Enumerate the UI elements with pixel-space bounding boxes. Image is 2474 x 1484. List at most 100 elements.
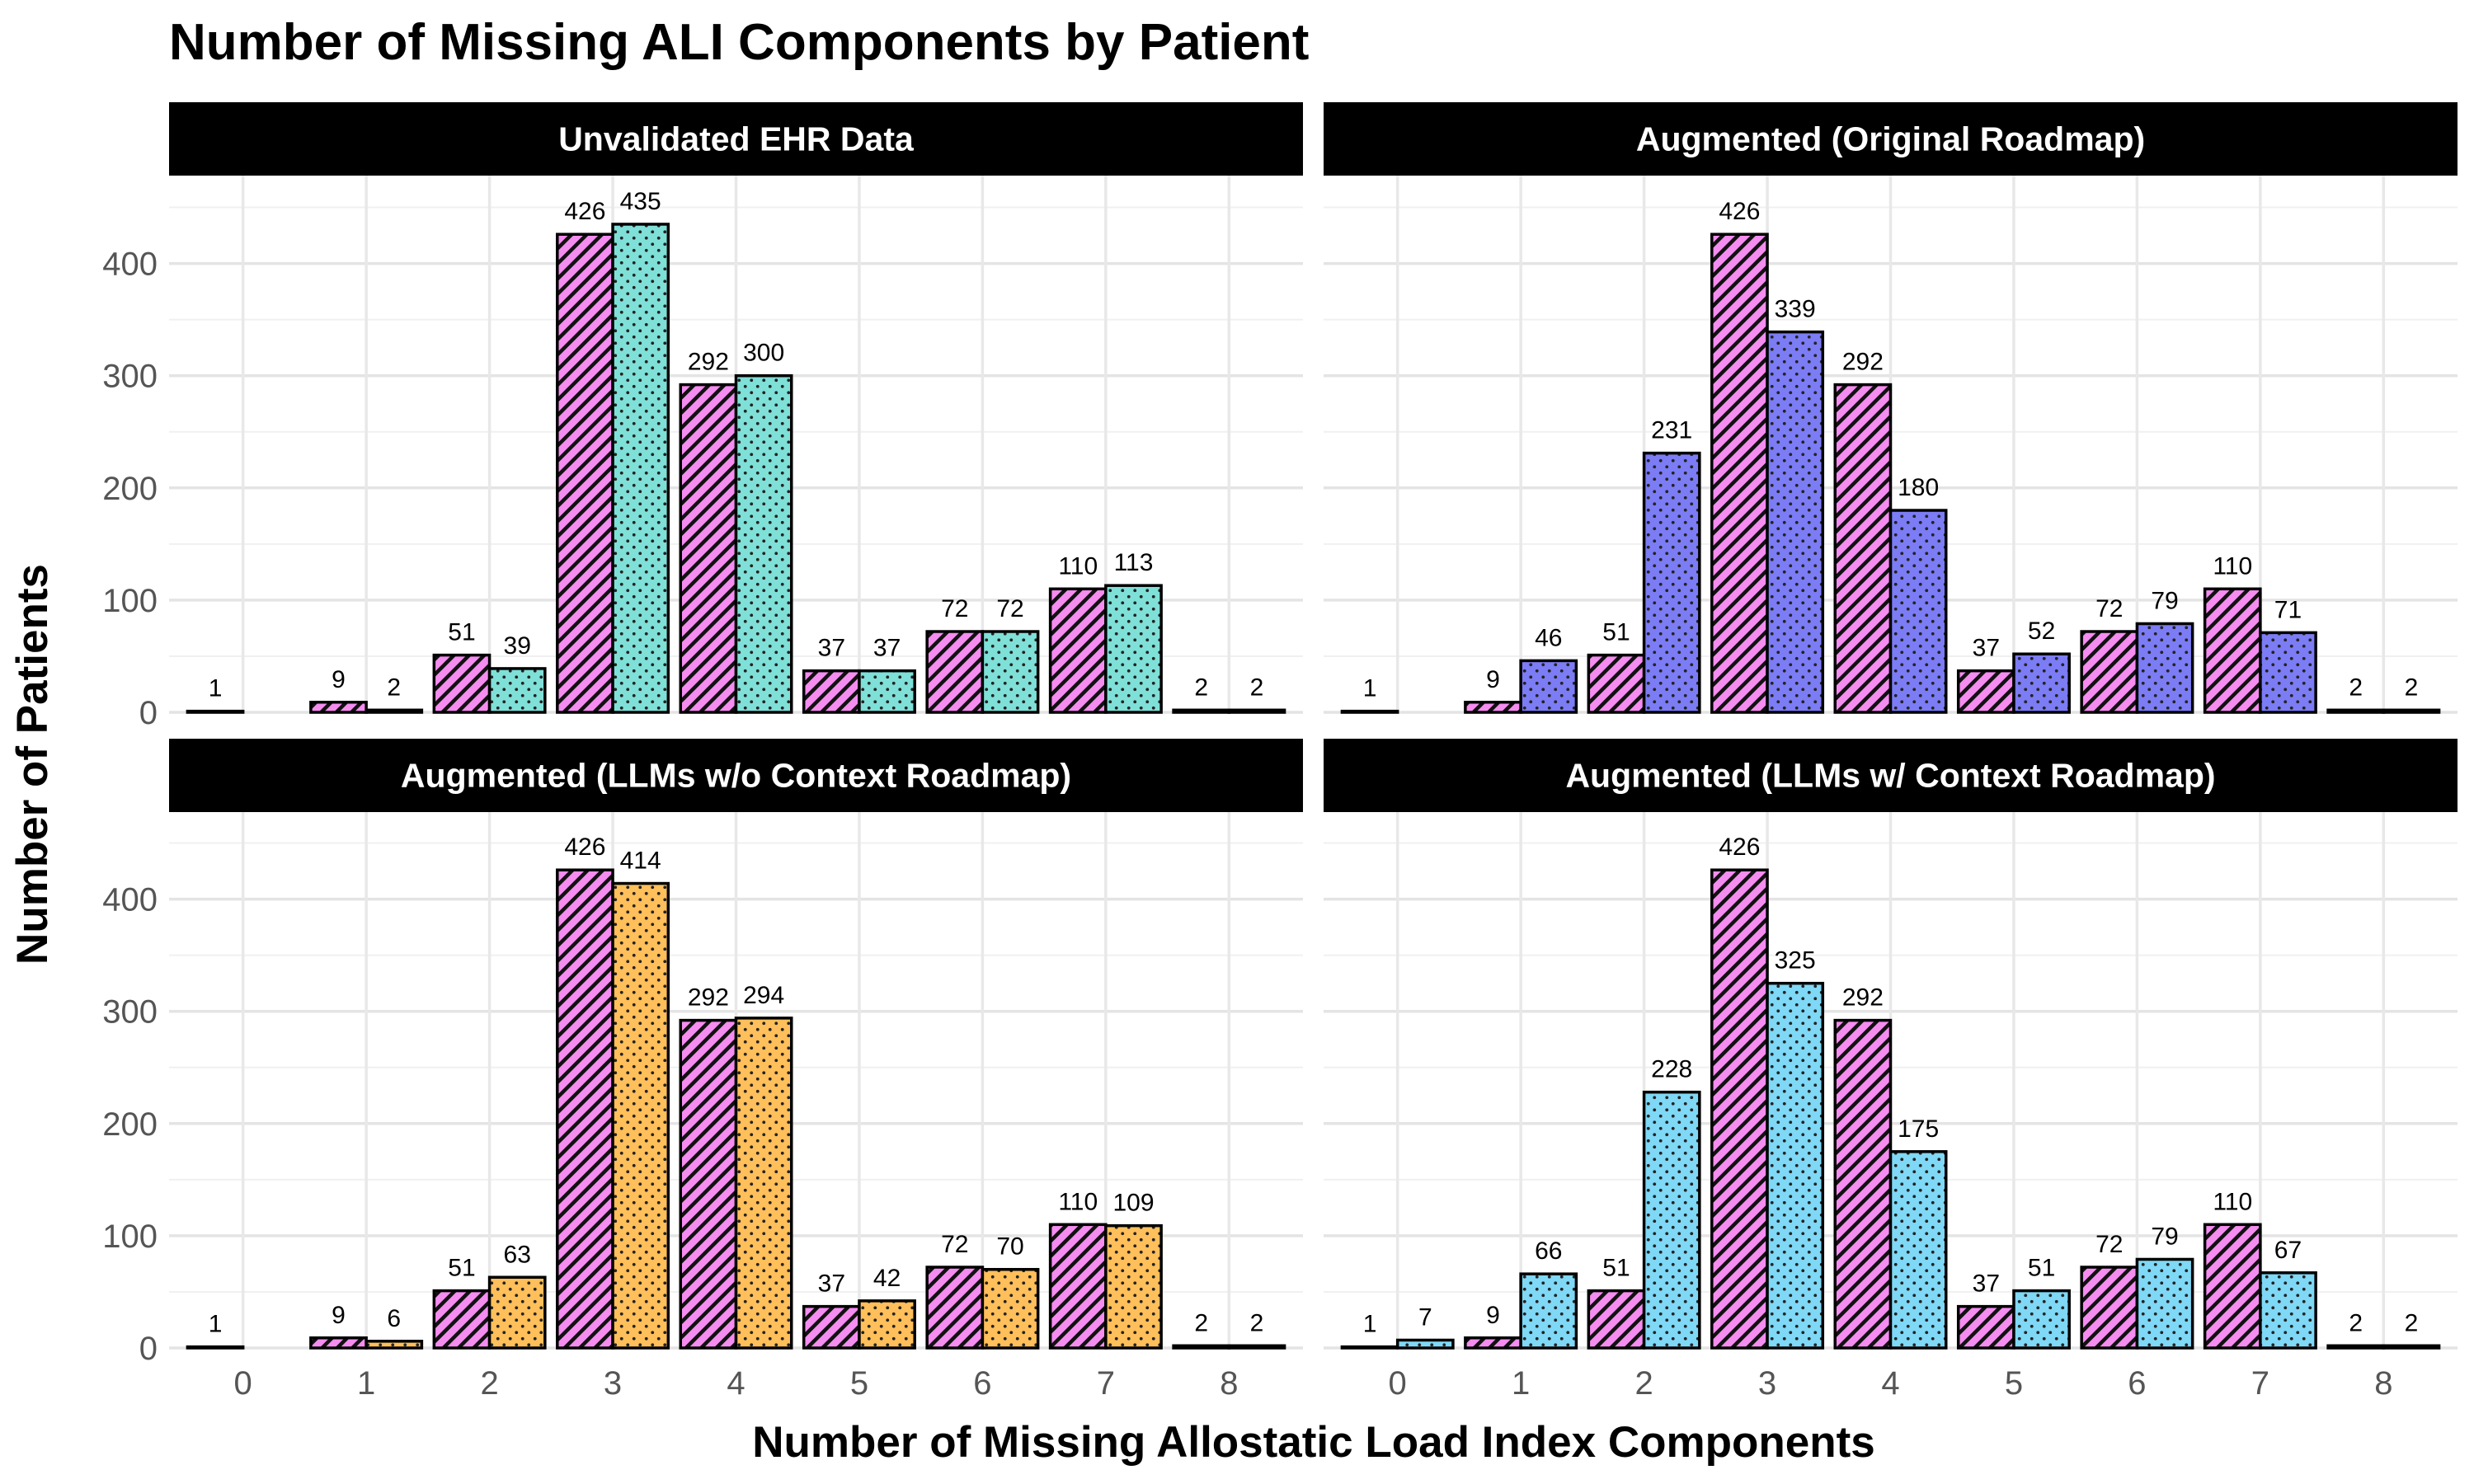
panel-strip (169, 102, 1303, 176)
bar (186, 709, 245, 714)
bar (1888, 509, 1948, 714)
bar (1642, 1090, 1701, 1350)
data-label: 2 (2405, 674, 2419, 701)
bar (1464, 701, 1522, 714)
data-label: 79 (2151, 1223, 2178, 1250)
data-label: 37 (818, 635, 845, 662)
bar (925, 630, 985, 714)
panel-3: Augmented (LLMs w/o Context Roadmap) 0 100… (102, 739, 1303, 1402)
bar (556, 868, 614, 1350)
x-axis-title: Number of Missing Allostatic Load Index … (752, 1418, 1874, 1467)
bar (802, 669, 861, 714)
bar (309, 701, 368, 714)
bar (611, 223, 670, 714)
bar (186, 1345, 245, 1350)
bar (2259, 631, 2317, 714)
bar (1766, 981, 1825, 1350)
data-label: 7 (1418, 1303, 1432, 1331)
bar (734, 373, 793, 714)
bar (432, 1289, 492, 1350)
data-label: 426 (1719, 834, 1760, 861)
data-label: 67 (2274, 1237, 2302, 1264)
bar (1104, 1223, 1163, 1350)
data-label: 292 (1842, 984, 1884, 1012)
data-label: 414 (620, 848, 661, 875)
data-label: 51 (2028, 1255, 2055, 1282)
data-label: 110 (2213, 1188, 2252, 1215)
bar (858, 669, 916, 714)
y-tick-label: 100 (102, 583, 158, 619)
data-label: 37 (873, 635, 901, 662)
data-label: 426 (564, 834, 605, 861)
bar (2382, 708, 2441, 714)
x-tick-label: 1 (1512, 1365, 1530, 1402)
data-label: 51 (448, 1255, 475, 1282)
bar (1227, 708, 1286, 714)
data-label: 72 (941, 1231, 968, 1258)
panel-1: Unvalidated EHR Data 0 100 200 300 400 1 9 51 426… (102, 102, 1303, 731)
data-label: 72 (996, 595, 1023, 622)
data-label: 1 (1363, 1311, 1377, 1338)
data-label: 2 (1194, 674, 1208, 701)
data-label: 1 (209, 675, 223, 702)
data-label: 2 (1250, 1309, 1264, 1336)
x-tick-label: 6 (973, 1365, 991, 1402)
data-label: 231 (1651, 417, 1692, 444)
bar (1395, 1338, 1455, 1350)
bar (679, 1018, 738, 1350)
bar (365, 1340, 424, 1350)
data-label: 2 (2405, 1309, 2419, 1336)
panel-strip (1324, 739, 2458, 812)
bar (1340, 1345, 1399, 1350)
x-tick-label: 2 (1634, 1365, 1653, 1402)
data-label: 52 (2028, 618, 2055, 645)
panel-2: Augmented (Original Roadmap) 1 9 51 426 292 37… (1324, 102, 2458, 714)
data-label: 37 (1973, 635, 2000, 662)
data-label: 294 (743, 982, 784, 1009)
bar (1956, 1304, 2015, 1350)
data-label: 180 (1898, 474, 1939, 501)
y-tick-label: 400 (102, 247, 158, 283)
x-tick-label: 7 (2251, 1365, 2269, 1402)
data-label: 228 (1651, 1056, 1692, 1083)
bar (802, 1304, 861, 1350)
x-tick-label: 0 (234, 1365, 252, 1402)
bar (1642, 451, 1701, 714)
bar (1048, 1223, 1108, 1350)
data-label: 66 (1535, 1237, 1562, 1265)
bar (1464, 1336, 1522, 1350)
panel-strip (169, 739, 1303, 812)
data-label: 325 (1775, 947, 1816, 974)
chart-title: Number of Missing ALI Components by Pati… (169, 14, 1309, 71)
data-label: 292 (688, 984, 729, 1012)
x-tick-label: 2 (480, 1365, 498, 1402)
panel-title: Augmented (LLMs w/o Context Roadmap) (401, 757, 1071, 795)
data-label: 109 (1112, 1190, 1154, 1217)
data-label: 110 (2213, 552, 2252, 580)
x-tick-label: 7 (1097, 1365, 1115, 1402)
bar (1104, 584, 1163, 714)
bar (1587, 1289, 1646, 1350)
bar (556, 232, 614, 714)
bar (2135, 622, 2194, 714)
data-label: 339 (1775, 296, 1816, 323)
data-label: 63 (504, 1241, 531, 1268)
x-tick-label: 3 (604, 1365, 622, 1402)
data-label: 46 (1535, 624, 1562, 651)
data-label: 37 (818, 1270, 845, 1298)
x-tick-label: 0 (1389, 1365, 1407, 1402)
x-tick-label: 1 (357, 1365, 375, 1402)
bar (2203, 1223, 2262, 1350)
data-label: 300 (743, 340, 784, 367)
y-axis-title: Number of Patients (8, 564, 57, 965)
data-label: 1 (209, 1311, 223, 1338)
x-tick-label: 8 (2374, 1365, 2392, 1402)
y-tick-label: 300 (102, 994, 158, 1031)
panel-strip (1324, 102, 2458, 176)
data-label: 51 (448, 619, 475, 646)
bar (1048, 587, 1108, 714)
data-label: 292 (1842, 349, 1884, 376)
bar (858, 1299, 916, 1350)
data-label: 72 (2095, 1231, 2123, 1258)
